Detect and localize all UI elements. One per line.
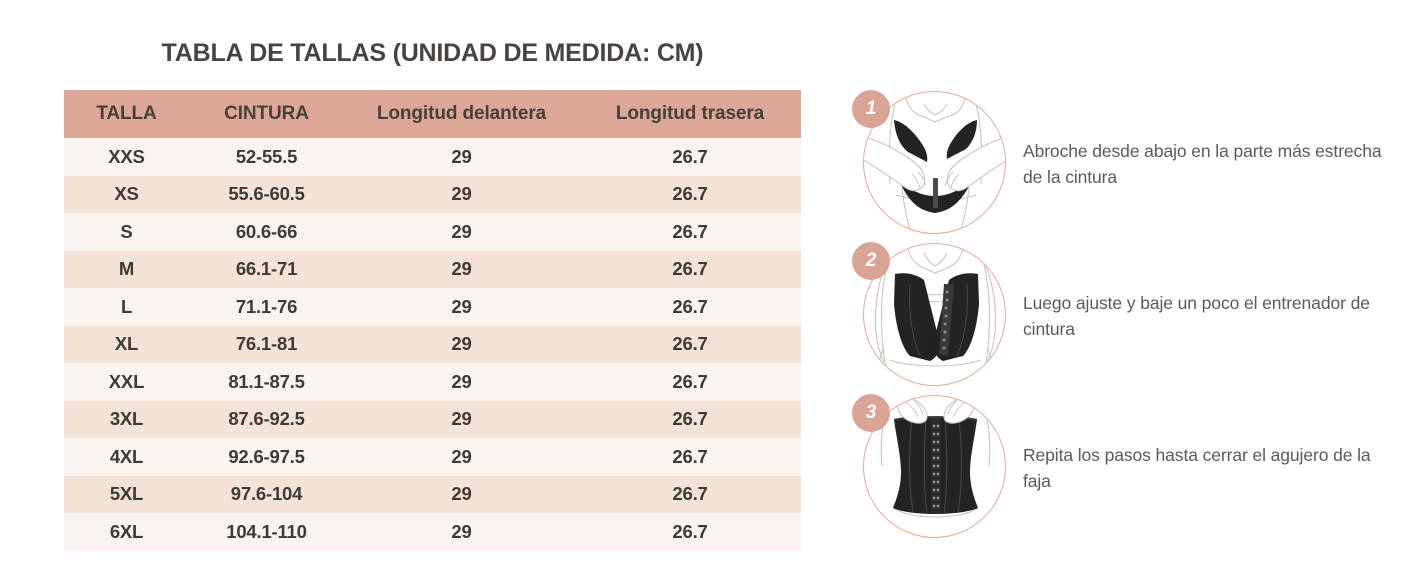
table-row: 6XL 104.1-110 29 26.7 [64,513,801,551]
cell-talla: 3XL [64,400,189,438]
table-row: 3XL 87.6-92.5 29 26.7 [64,400,801,438]
cell-longitud-trasera: 26.7 [579,175,801,213]
size-table-body: XXS 52-55.5 29 26.7 XS 55.6-60.5 29 26.7 S 60.6-6… [64,138,801,551]
cell-longitud-trasera: 26.7 [579,288,801,326]
cell-cintura: 76.1-81 [189,325,344,363]
instructions-panel: 1 Abroche desde abajo en la parte más es… [852,88,1392,544]
cell-longitud-delantera: 29 [344,475,579,513]
step-1-figure: 1 [852,89,1006,239]
cell-longitud-delantera: 29 [344,288,579,326]
step-1-badge: 1 [852,90,890,128]
table-row: XL 76.1-81 29 26.7 [64,325,801,363]
cell-longitud-delantera: 29 [344,175,579,213]
cell-talla: 4XL [64,438,189,476]
instruction-step-1: 1 Abroche desde abajo en la parte más es… [852,88,1392,240]
cell-longitud-delantera: 29 [344,250,579,288]
table-row: M 66.1-71 29 26.7 [64,250,801,288]
cell-cintura: 71.1-76 [189,288,344,326]
column-header-cintura: CINTURA [189,90,344,138]
page-title: TABLA DE TALLAS (UNIDAD DE MEDIDA: CM) [161,39,704,67]
instruction-step-3: 3 Repita los pasos hasta cerrar el aguje… [852,392,1392,544]
cell-longitud-delantera: 29 [344,363,579,401]
step-3-badge: 3 [852,394,890,432]
cell-cintura: 81.1-87.5 [189,363,344,401]
cell-talla: XXS [64,138,189,176]
cell-talla: S [64,213,189,251]
cell-longitud-trasera: 26.7 [579,513,801,551]
cell-cintura: 52-55.5 [189,138,344,176]
cell-longitud-trasera: 26.7 [579,363,801,401]
step-2-text: Luego ajuste y baje un poco el entrenado… [1023,293,1370,339]
table-row: 5XL 97.6-104 29 26.7 [64,475,801,513]
cell-longitud-trasera: 26.7 [579,325,801,363]
cell-longitud-delantera: 29 [344,513,579,551]
column-header-longitud-trasera: Longitud trasera [579,90,801,138]
cell-cintura: 60.6-66 [189,213,344,251]
size-table-header: TALLA CINTURA Longitud delantera Longitu… [64,90,801,138]
cell-talla: 6XL [64,513,189,551]
waist-trainer-closed-illustration [863,395,1006,538]
table-row: XXL 81.1-87.5 29 26.7 [64,363,801,401]
table-header-row: TALLA CINTURA Longitud delantera Longitu… [64,90,801,138]
cell-longitud-delantera: 29 [344,325,579,363]
cell-talla: XXL [64,363,189,401]
step-3-text: Repita los pasos hasta cerrar el agujero… [1023,445,1371,491]
column-header-talla: TALLA [64,90,189,138]
cell-longitud-delantera: 29 [344,213,579,251]
cell-cintura: 97.6-104 [189,475,344,513]
cell-talla: XL [64,325,189,363]
cell-talla: XS [64,175,189,213]
cell-cintura: 55.6-60.5 [189,175,344,213]
cell-talla: M [64,250,189,288]
cell-longitud-trasera: 26.7 [579,213,801,251]
size-table: TALLA CINTURA Longitud delantera Longitu… [64,90,801,551]
cell-longitud-trasera: 26.7 [579,400,801,438]
cell-cintura: 87.6-92.5 [189,400,344,438]
table-row: XXS 52-55.5 29 26.7 [64,138,801,176]
cell-longitud-delantera: 29 [344,138,579,176]
table-row: 4XL 92.6-97.5 29 26.7 [64,438,801,476]
cell-cintura: 104.1-110 [189,513,344,551]
table-row: S 60.6-66 29 26.7 [64,213,801,251]
step-2-figure: 2 [852,241,1006,391]
table-row: XS 55.6-60.5 29 26.7 [64,175,801,213]
cell-longitud-trasera: 26.7 [579,438,801,476]
cell-longitud-delantera: 29 [344,438,579,476]
instruction-step-2: 2 Luego ajuste y baje un poco el entrena… [852,240,1392,392]
cell-longitud-delantera: 29 [344,400,579,438]
cell-talla: 5XL [64,475,189,513]
step-2-badge: 2 [852,242,890,280]
step-1-text: Abroche desde abajo en la parte más estr… [1023,141,1382,187]
cell-longitud-trasera: 26.7 [579,475,801,513]
column-header-longitud-delantera: Longitud delantera [344,90,579,138]
cell-longitud-trasera: 26.7 [579,138,801,176]
cell-cintura: 66.1-71 [189,250,344,288]
cell-cintura: 92.6-97.5 [189,438,344,476]
torso-fastening-bottom-illustration [863,91,1006,234]
step-3-figure: 3 [852,393,1006,543]
cell-talla: L [64,288,189,326]
table-row: L 71.1-76 29 26.7 [64,288,801,326]
cell-longitud-trasera: 26.7 [579,250,801,288]
size-table-panel: TABLA DE TALLAS (UNIDAD DE MEDIDA: CM) T… [64,36,801,551]
